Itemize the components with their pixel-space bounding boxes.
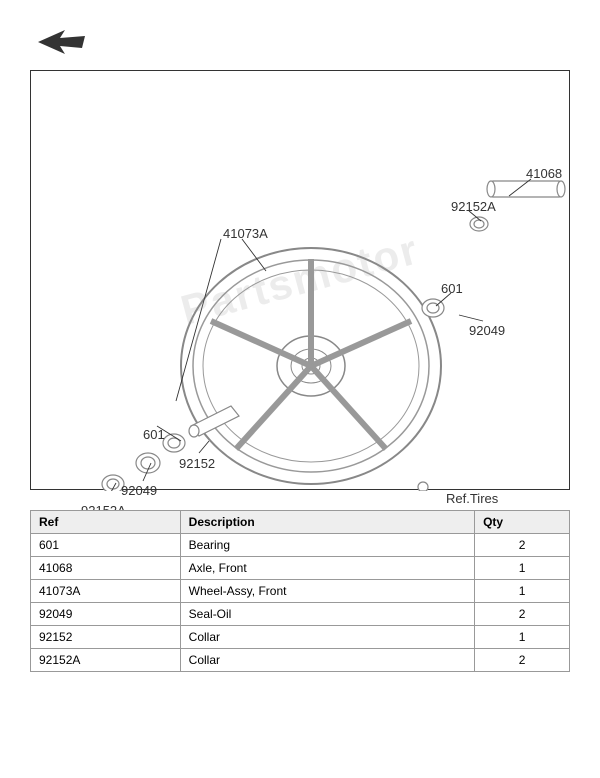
cell-qty: 1 xyxy=(475,626,570,649)
cell-desc: Axle, Front xyxy=(180,557,474,580)
col-ref: Ref xyxy=(31,511,181,534)
part-label-l-41068: 41068 xyxy=(526,166,562,181)
cell-qty: 2 xyxy=(475,603,570,626)
part-label-l-92049-1: 92049 xyxy=(469,323,505,338)
part-label-l-601-2: 601 xyxy=(143,427,165,442)
cell-ref: 601 xyxy=(31,534,181,557)
part-label-l-41073a: 41073A xyxy=(223,226,268,241)
part-label-l-92152a-1: 92152A xyxy=(451,199,496,214)
cell-ref: 41068 xyxy=(31,557,181,580)
part-label-l-601-1: 601 xyxy=(441,281,463,296)
table-row: 41073AWheel-Assy, Front1 xyxy=(31,580,570,603)
cell-desc: Wheel-Assy, Front xyxy=(180,580,474,603)
pointer-arrow-icon xyxy=(30,22,90,67)
table-row: 601Bearing2 xyxy=(31,534,570,557)
cell-desc: Collar xyxy=(180,649,474,672)
cell-qty: 1 xyxy=(475,580,570,603)
parts-table-container: Ref Description Qty 601Bearing241068Axle… xyxy=(30,510,570,672)
cell-ref: 92152A xyxy=(31,649,181,672)
part-label-l-92152: 92152 xyxy=(179,456,215,471)
part-label-l-92049-2: 92049 xyxy=(121,483,157,498)
cell-desc: Collar xyxy=(180,626,474,649)
cell-desc: Bearing xyxy=(180,534,474,557)
part-label-l-reftires: Ref.Tires xyxy=(446,491,498,506)
table-row: 92152Collar1 xyxy=(31,626,570,649)
col-desc: Description xyxy=(180,511,474,534)
table-row: 41068Axle, Front1 xyxy=(31,557,570,580)
col-qty: Qty xyxy=(475,511,570,534)
cell-ref: 41073A xyxy=(31,580,181,603)
cell-ref: 92152 xyxy=(31,626,181,649)
cell-qty: 2 xyxy=(475,534,570,557)
table-row: 92049Seal-Oil2 xyxy=(31,603,570,626)
parts-table: Ref Description Qty 601Bearing241068Axle… xyxy=(30,510,570,672)
cell-qty: 2 xyxy=(475,649,570,672)
diagram-svg xyxy=(31,71,571,491)
table-row: 92152ACollar2 xyxy=(31,649,570,672)
diagram-frame: 4106892152A41073A60192049601921529204992… xyxy=(30,70,570,490)
cell-qty: 1 xyxy=(475,557,570,580)
cell-desc: Seal-Oil xyxy=(180,603,474,626)
cell-ref: 92049 xyxy=(31,603,181,626)
